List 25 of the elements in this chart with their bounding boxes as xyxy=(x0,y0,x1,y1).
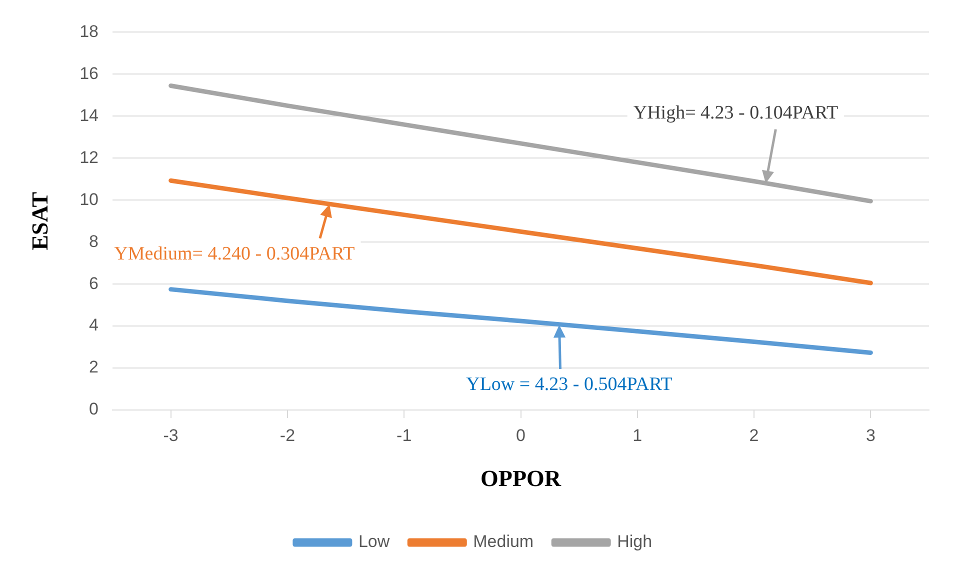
y-tick-label: 14 xyxy=(80,106,99,125)
annotation: YHigh= 4.23 - 0.104PART xyxy=(633,102,838,124)
y-tick-label: 18 xyxy=(80,22,99,41)
y-axis-title: ESAT xyxy=(28,192,53,250)
legend-label: Medium xyxy=(473,532,534,552)
y-tick-label: 8 xyxy=(89,232,99,251)
annotation: YMedium= 4.240 - 0.304PART xyxy=(114,243,356,264)
y-tick-label: 0 xyxy=(89,400,99,419)
y-tick-label: 2 xyxy=(89,358,99,377)
y-tick-label: 12 xyxy=(80,148,99,167)
legend-label: High xyxy=(617,532,652,552)
x-tick-label: -1 xyxy=(396,426,412,445)
legend-label: Low xyxy=(358,532,390,552)
y-tick-label: 16 xyxy=(80,64,99,83)
x-tick-label: 2 xyxy=(749,426,759,445)
annotation: YLow = 4.23 - 0.504PART xyxy=(466,374,673,395)
y-tick-label: 4 xyxy=(89,316,99,335)
y-tick-label: 6 xyxy=(89,274,99,293)
x-tick-label: 1 xyxy=(632,426,642,445)
x-tick-label: 3 xyxy=(866,426,876,445)
y-tick-label: 10 xyxy=(80,190,99,209)
x-tick-label: -3 xyxy=(163,426,178,445)
x-tick-label: -2 xyxy=(280,426,296,445)
x-axis-title: OPPOR xyxy=(480,466,562,492)
x-tick-label: 0 xyxy=(516,426,526,445)
